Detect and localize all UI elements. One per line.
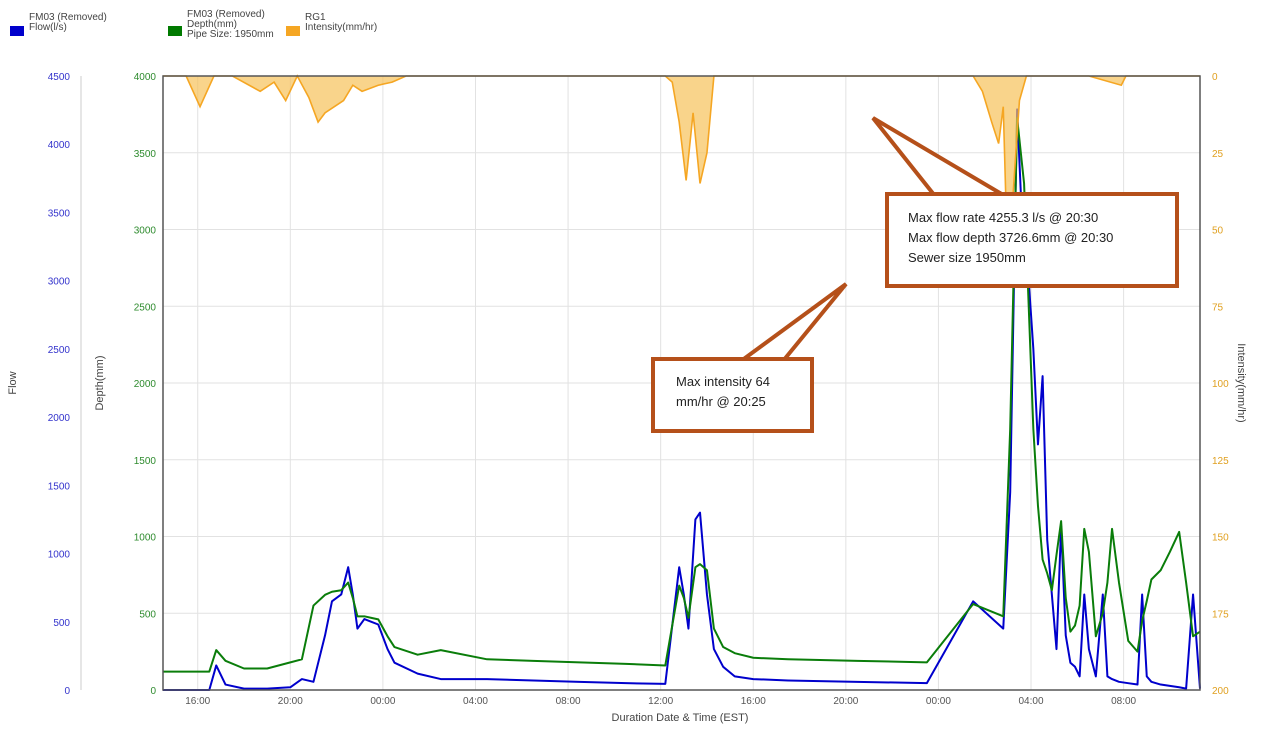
x-tick-label: 00:00 [370,696,395,707]
callout-max-intensity-box [651,357,814,433]
callout-max-flow-line: Sewer size 1950mm [908,250,1026,265]
flow-tick-label: 1000 [48,550,71,561]
intensity-series-line [163,74,1200,273]
intensity-tick-label: 75 [1212,302,1224,313]
legend-item[interactable]: FM03 (Removed)Depth(mm)Pipe Size: 1950mm [168,9,274,40]
flow-series-line [163,108,1201,691]
x-tick-label: 16:00 [185,696,210,707]
callout-max-flow: Max flow rate 4255.3 l/s @ 20:30 Max flo… [871,116,1179,288]
callout-max-intensity-pointer [734,282,848,363]
intensity-tick-label: 0 [1212,72,1218,83]
flow-tick-label: 3000 [48,277,71,288]
flow-tick-label: 2000 [48,413,71,424]
callout-max-flow-line: Max flow depth 3726.6mm @ 20:30 [908,230,1113,245]
legend[interactable]: FM03 (Removed)Flow(l/s)FM03 (Removed)Dep… [10,9,377,40]
x-tick-label: 04:00 [463,696,488,707]
legend-swatch [10,26,24,36]
legend-swatch [286,26,300,36]
depth-tick-label: 4000 [134,72,157,83]
depth-tick-label: 1000 [134,533,157,544]
legend-label: Intensity(mm/hr) [305,22,377,33]
legend-label: Depth(mm) [187,19,237,30]
depth-tick-label: 1500 [134,456,157,467]
flow-tick-label: 1500 [48,481,71,492]
flow-tick-label: 4500 [48,72,71,83]
intensity-tick-label: 50 [1212,226,1224,237]
intensity-tick-label: 150 [1212,533,1229,544]
flow-axis-title: Flow [7,371,19,394]
intensity-tick-label: 125 [1212,456,1229,467]
x-tick-label: 08:00 [1111,696,1136,707]
legend-label: FM03 (Removed) [187,9,265,20]
depth-tick-label: 3500 [134,149,157,160]
x-tick-label: 20:00 [833,696,858,707]
legend-label: RG1 [305,12,326,23]
plot-border [162,75,1201,691]
x-tick-label: 00:00 [926,696,951,707]
intensity-series-area [163,76,1200,273]
depth-axis-title: Depth(mm) [94,355,106,410]
intensity-tick-label: 100 [1212,379,1229,390]
depth-series-line [163,117,1201,673]
flow-tick-label: 3500 [48,208,71,219]
intensity-tick-label: 200 [1212,686,1229,697]
legend-label: Pipe Size: 1950mm [187,29,274,40]
flow-tick-label: 500 [53,618,70,629]
intensity-tick-label: 175 [1212,609,1229,620]
flow-tick-label: 4000 [48,140,71,151]
legend-label: Flow(l/s) [29,22,67,33]
depth-tick-label: 0 [150,686,156,697]
depth-tick-label: 2500 [134,302,157,313]
flow-tick-label: 2500 [48,345,71,356]
callout-max-flow-pointer [871,116,1013,198]
depth-tick-label: 2000 [134,379,157,390]
tick-labels: 4500400035003000250020001500100050004000… [48,72,1229,707]
series-lines [163,74,1201,691]
intensity-axis-title: Intensity(mm/hr) [1235,343,1247,422]
legend-item[interactable]: FM03 (Removed)Flow(l/s) [10,12,107,36]
depth-tick-label: 500 [139,609,156,620]
callout-max-intensity-line: Max intensity 64 [676,374,770,389]
intensity-tick-label: 25 [1212,149,1224,160]
legend-swatch [168,26,182,36]
x-tick-label: 04:00 [1019,696,1044,707]
x-tick-label: 20:00 [278,696,303,707]
callout-max-intensity: Max intensity 64 mm/hr @ 20:25 [651,282,848,433]
callout-max-intensity-line: mm/hr @ 20:25 [676,394,766,409]
callout-max-flow-box [885,192,1179,288]
legend-label: FM03 (Removed) [29,12,107,23]
x-tick-label: 08:00 [556,696,581,707]
plot-frame [162,75,1201,691]
x-axis-title: Duration Date & Time (EST) [612,712,749,724]
depth-tick-label: 3000 [134,226,157,237]
x-tick-label: 12:00 [648,696,673,707]
x-tick-label: 16:00 [741,696,766,707]
callout-max-flow-line: Max flow rate 4255.3 l/s @ 20:30 [908,210,1098,225]
flow-tick-label: 0 [64,686,70,697]
